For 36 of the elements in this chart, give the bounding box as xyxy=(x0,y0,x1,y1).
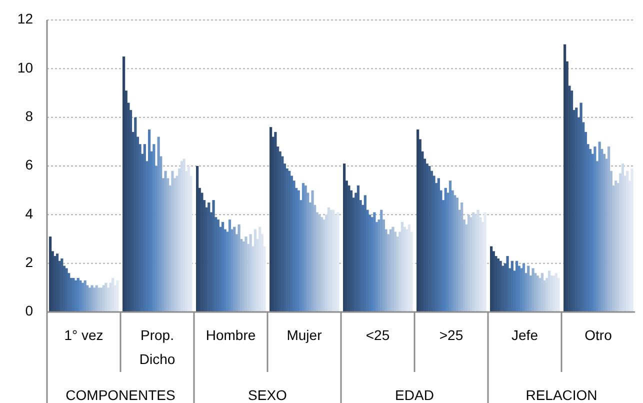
x-tick-label: >25 xyxy=(439,327,464,343)
bar xyxy=(484,212,486,312)
bar xyxy=(49,236,52,312)
y-tick-label: 8 xyxy=(25,108,34,124)
x-tick-label: Prop. Dicho xyxy=(139,327,176,367)
text: COMPONENTES xyxy=(66,387,176,403)
y-tick-label: 12 xyxy=(17,10,34,27)
bar xyxy=(122,56,126,312)
x-tick-label: 1° vez xyxy=(64,327,104,343)
y-tick-label: 0 xyxy=(25,302,34,319)
x-tick-label: <25 xyxy=(366,327,390,343)
bar xyxy=(302,183,305,312)
x-tick-label: Jefe xyxy=(512,327,538,343)
bar xyxy=(270,127,272,312)
text: SEXO xyxy=(248,387,288,403)
y-tick-label: 2 xyxy=(25,254,34,270)
y-tick-label: 10 xyxy=(17,59,34,76)
x-tick-label: Hombre xyxy=(206,327,256,343)
text: EDAD xyxy=(395,387,434,403)
bar xyxy=(522,263,526,312)
bar xyxy=(336,212,340,312)
bar xyxy=(630,168,634,312)
bar xyxy=(81,282,84,312)
bar xyxy=(564,44,566,312)
x-tick-label: Mujer xyxy=(286,327,322,343)
y-tick-label: 4 xyxy=(25,205,34,222)
bar xyxy=(228,220,232,312)
bar xyxy=(490,246,493,312)
bar xyxy=(196,166,199,312)
bar xyxy=(116,280,119,312)
bar xyxy=(416,130,420,312)
y-tick-label: 6 xyxy=(25,156,34,173)
bar xyxy=(343,164,346,312)
bar xyxy=(448,180,452,312)
text: RELACION xyxy=(526,387,598,403)
x-tick-label: Otro xyxy=(584,327,612,343)
